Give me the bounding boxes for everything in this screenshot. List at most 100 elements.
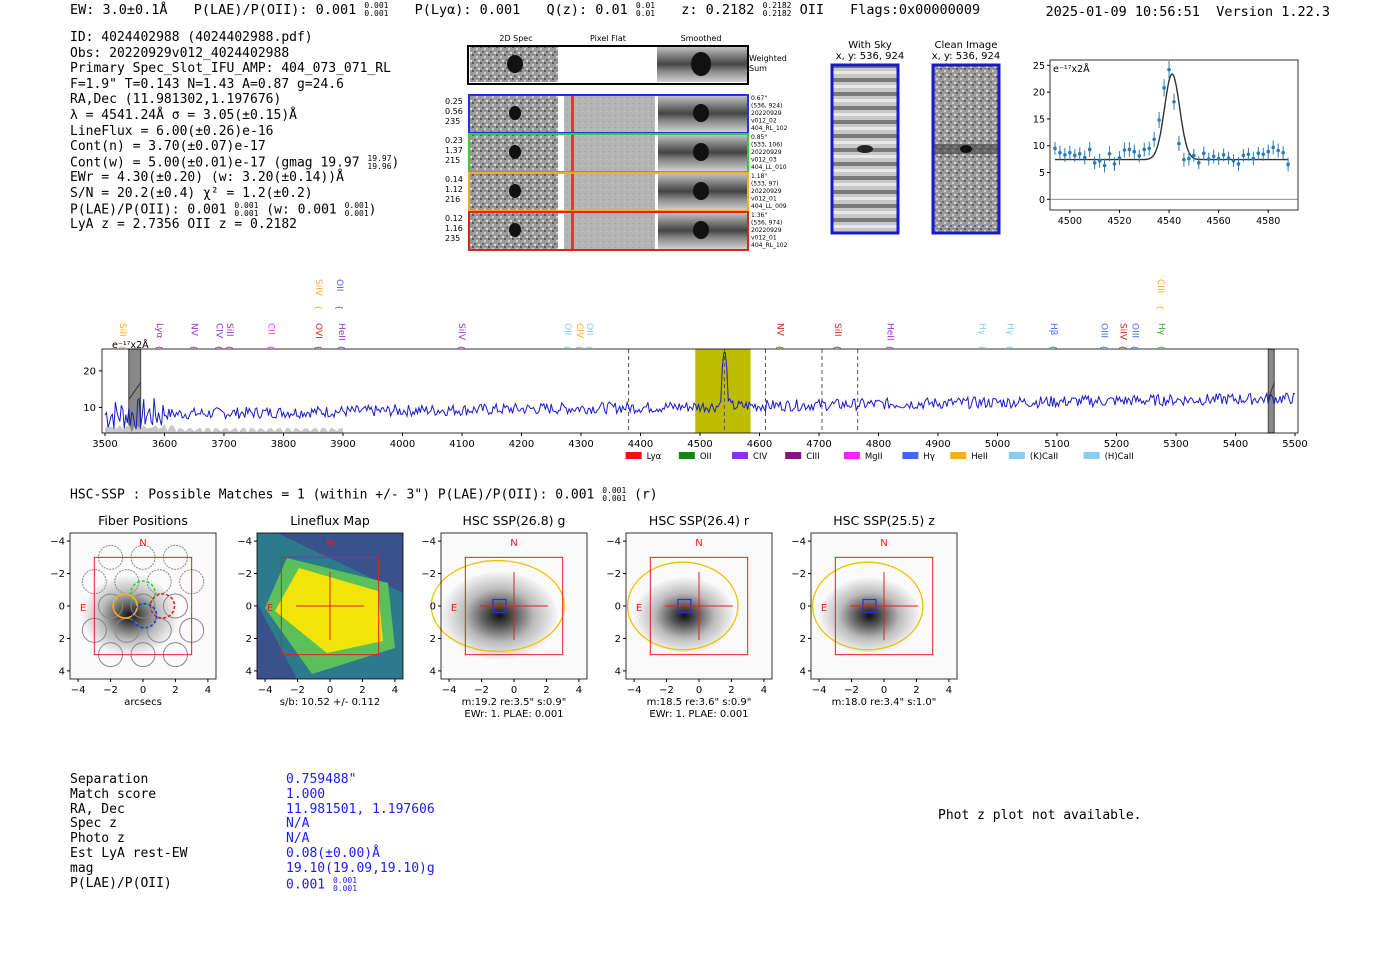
cutout-meta: 20220929: [751, 110, 782, 117]
data-point: [1246, 152, 1251, 157]
spectral-line-label: SiII: [224, 323, 234, 337]
cutout-meta: 0.85": [751, 134, 767, 141]
header-flags: Flags:0x00000009: [850, 2, 981, 18]
spectrum-line: [104, 352, 1296, 430]
legend-label: Lyα: [647, 452, 662, 462]
header-qz: Q(z): 0.01 0.01 0.01: [546, 1, 656, 19]
cutout-pixelflat: [558, 95, 657, 132]
spectral-line-label: NV: [774, 323, 784, 337]
data-point: [1271, 145, 1275, 150]
stamp-xtick: 0: [140, 685, 146, 696]
data-point: [1251, 156, 1256, 161]
data-point: [1068, 150, 1072, 155]
legend-swatch: [1083, 452, 1100, 459]
legend-label: Hγ: [923, 452, 934, 462]
east-label: E: [636, 603, 642, 614]
stamp-panel: Lineflux Map N E −4 4 −2 2 0 0 2 −2 4 −4 s/b: 10.52 +…: [237, 513, 404, 708]
data-point: [1281, 150, 1285, 155]
spectral-line-label: CIII: [1155, 279, 1165, 293]
zoom-ytick-label: 5: [1039, 168, 1045, 179]
search-box: [280, 556, 380, 656]
legend-label: (K)CaII: [1030, 452, 1058, 462]
data-point: [1142, 147, 1147, 152]
stamp-caption: m:18.0 re:3.4" s:1.0": [832, 697, 937, 708]
stamp-ytick: 4: [615, 666, 621, 677]
data-point: [1206, 157, 1211, 161]
gaussian-fit-line: [1055, 73, 1289, 161]
gmag-sub: 19.96: [367, 161, 392, 171]
spectrum-xtick-label: 4000: [390, 439, 415, 450]
stamp-ytick: 2: [430, 634, 436, 645]
stamp-xtick: 2: [543, 685, 549, 696]
cutout-pixelflat: [558, 173, 657, 210]
legend-label: HeII: [971, 452, 988, 462]
legend-swatch: [785, 452, 802, 459]
full-spectrum-chart: 3500 3600 3700 3800 3900 4000 4100 4200 4300 4400…: [83, 279, 1307, 462]
legend-swatch: [625, 452, 642, 459]
table-row: Photo z N/A: [70, 831, 310, 847]
stamp-ytick: 0: [800, 602, 806, 613]
east-label: E: [451, 603, 457, 614]
cutout-stat: 1.16: [445, 224, 463, 233]
legend-label: OII: [700, 452, 712, 462]
with-sky-title: With Sky: [848, 40, 892, 51]
info-line: Cont(n) = 3.70(±0.07)e-17: [70, 139, 266, 155]
spectral-line-label: SiII: [117, 323, 127, 337]
clean-xy: x, y: 536, 924: [932, 51, 1001, 62]
data-point: [1182, 157, 1186, 162]
stamp-xtick: 4: [761, 685, 767, 696]
stamp-xtick: 0: [696, 685, 702, 696]
version: Version 1.22.3: [1216, 4, 1330, 20]
spectral-line-label: CIV: [574, 323, 584, 339]
info-line: λ = 4541.24Å σ = 3.05(±0.15)Å: [70, 107, 297, 123]
stamp-panel: Fiber Positions N E −4 4 −2 2 0 0 2 −2 4 −4 arcsecs: [50, 513, 217, 708]
spectrum-xtick-label: 3600: [152, 439, 177, 450]
spectral-line-brace: {: [267, 345, 276, 350]
data-point: [1221, 153, 1226, 157]
spectral-line-brace: {: [563, 345, 572, 350]
data-point: [1073, 153, 1077, 158]
north-label: N: [695, 538, 702, 549]
spectral-line-label: OII: [334, 279, 344, 291]
stamp-caption: arcsecs: [124, 697, 162, 708]
stamp-xtick: −4: [812, 685, 827, 696]
spectral-line-label: OVI: [313, 323, 323, 339]
cutout-source: [509, 184, 521, 198]
stamp-ytick: 2: [246, 634, 252, 645]
east-label: E: [821, 603, 827, 614]
legend-swatch: [1008, 452, 1025, 459]
cutout-meta: 20220929: [751, 188, 782, 195]
north-label: N: [139, 538, 146, 549]
north-label: N: [326, 538, 333, 549]
legend-swatch: [902, 452, 919, 459]
data-point: [1256, 151, 1261, 156]
fiber-circle: [98, 593, 124, 619]
spectra-cutouts: 2D Spec Pixel Flat Smoothed Weighted Sum…: [445, 34, 788, 251]
zoom-ytick-label: 15: [1033, 114, 1045, 125]
data-point: [1137, 154, 1142, 158]
stamp-xtick: 0: [327, 685, 333, 696]
hsc-summary: HSC-SSP : Possible Matches = 1 (within +…: [70, 486, 658, 503]
fiber-circle: [162, 593, 188, 619]
info-line: S/N = 20.2(±0.4) χ² = 1.2(±0.2): [70, 185, 313, 201]
timestamp: 2025-01-09 10:56:51: [1045, 4, 1200, 20]
zoom-xtick-label: 4520: [1107, 216, 1131, 227]
stamp-xtick: 2: [913, 685, 919, 696]
data-point: [1107, 151, 1112, 156]
stamp-xtick: 2: [728, 685, 734, 696]
cutout-meta: v012_01: [751, 196, 777, 203]
header-plya: P(Lyα): 0.001: [414, 2, 521, 18]
data-point: [1261, 152, 1266, 157]
data-point: [1092, 161, 1097, 165]
table-row: P(LAE)/P(OII) 0.001 0.001 0.001: [70, 875, 358, 893]
galaxy-blob: [634, 577, 735, 654]
stamp-ytick: 0: [59, 602, 65, 613]
cutout-meta: 1.36": [751, 212, 767, 219]
spectrum-xtick-label: 4800: [866, 439, 891, 450]
stamp-xtick: 4: [946, 685, 952, 696]
cutout-stat: 235: [445, 234, 460, 243]
stamp-xtick: −2: [474, 685, 489, 696]
data-point: [1162, 86, 1166, 90]
data-point: [1187, 156, 1191, 161]
